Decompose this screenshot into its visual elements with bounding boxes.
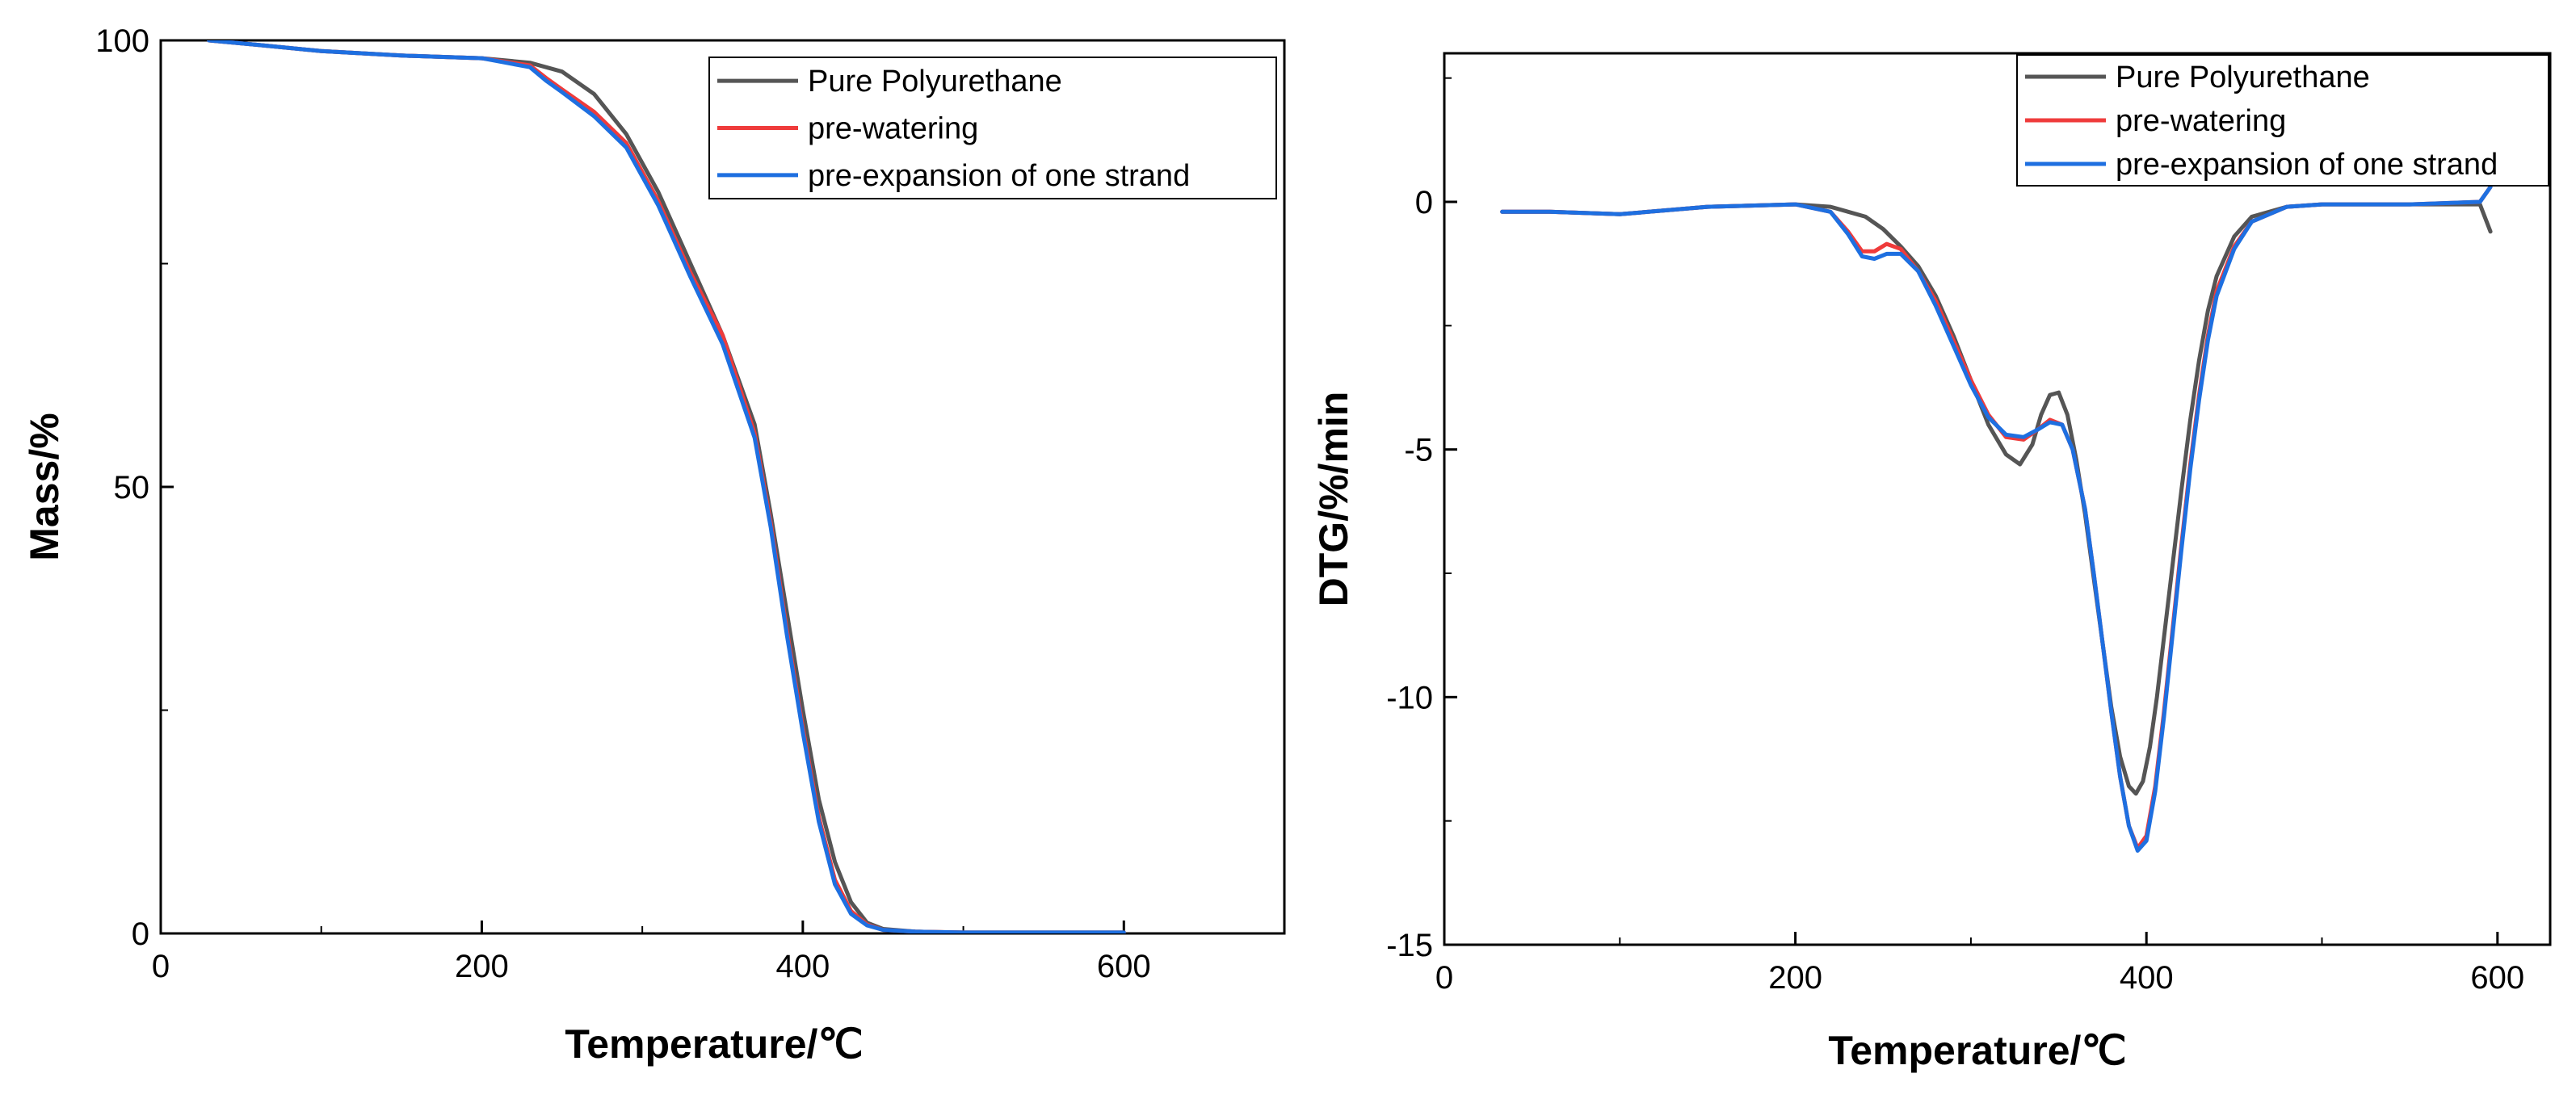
tga-chart: 0 200 400 600 0 50 100 Temperature/℃ Mass/% Pure … bbox=[22, 23, 1286, 1067]
dtg-chart: 0 200 400 600 -15 -10 -5 0 Temperature/℃ DTG/%/mi… bbox=[1311, 52, 2552, 1073]
dtg-legend-label: pre-watering bbox=[2116, 104, 2286, 138]
tga-x-axis-title: Temperature/℃ bbox=[565, 1021, 863, 1067]
tga-legend-label: pre-watering bbox=[808, 112, 978, 146]
dtg-series-pre-watering bbox=[1500, 185, 2493, 850]
tga-legend: Pure Polyurethane pre-watering pre-expansi… bbox=[708, 57, 1277, 199]
tga-y-tick-label: 100 bbox=[95, 23, 149, 59]
dtg-x-tick-label: 600 bbox=[2470, 960, 2524, 996]
tga-legend-box bbox=[708, 57, 1277, 199]
dtg-y-tick-label: -10 bbox=[1386, 680, 1433, 715]
dtg-y-tick-label: 0 bbox=[1415, 185, 1433, 220]
dtg-x-tick-label: 0 bbox=[1435, 960, 1453, 996]
dtg-legend-label: Pure Polyurethane bbox=[2116, 61, 2370, 94]
dtg-legend-label: pre-expansion of one strand bbox=[2116, 148, 2498, 182]
tga-series-pre-expansion-of-one-strand bbox=[207, 40, 1126, 933]
tga-legend-label: pre-expansion of one strand bbox=[808, 159, 1190, 193]
dtg-series-pre-expansion-of-one-strand bbox=[1500, 185, 2493, 853]
dtg-y-tick-label: -15 bbox=[1386, 928, 1433, 963]
tga-x-tick-label: 0 bbox=[152, 949, 170, 984]
dtg-y-axis-title: DTG/%/min bbox=[1311, 392, 1356, 607]
tga-x-tick-label: 200 bbox=[455, 949, 509, 984]
dtg-y-tick-label: -5 bbox=[1404, 433, 1433, 468]
tga-y-tick-label: 0 bbox=[132, 916, 149, 952]
dtg-series-pure-polyurethane bbox=[1500, 202, 2493, 796]
tga-y-axis-title: Mass/% bbox=[22, 413, 67, 560]
tga-x-tick-label: 600 bbox=[1097, 949, 1151, 984]
dtg-plot-frame bbox=[1443, 52, 2552, 946]
tga-x-tick-label: 400 bbox=[775, 949, 830, 984]
tga-y-tick-label: 50 bbox=[114, 470, 150, 505]
dtg-legend: Pure Polyurethane pre-watering pre-expansi… bbox=[2016, 54, 2549, 187]
tga-legend-label: Pure Polyurethane bbox=[808, 65, 1062, 99]
dtg-x-tick-label: 400 bbox=[2120, 960, 2174, 996]
dtg-x-tick-label: 200 bbox=[1768, 960, 1822, 996]
dtg-x-axis-title: Temperature/℃ bbox=[1828, 1028, 2126, 1073]
